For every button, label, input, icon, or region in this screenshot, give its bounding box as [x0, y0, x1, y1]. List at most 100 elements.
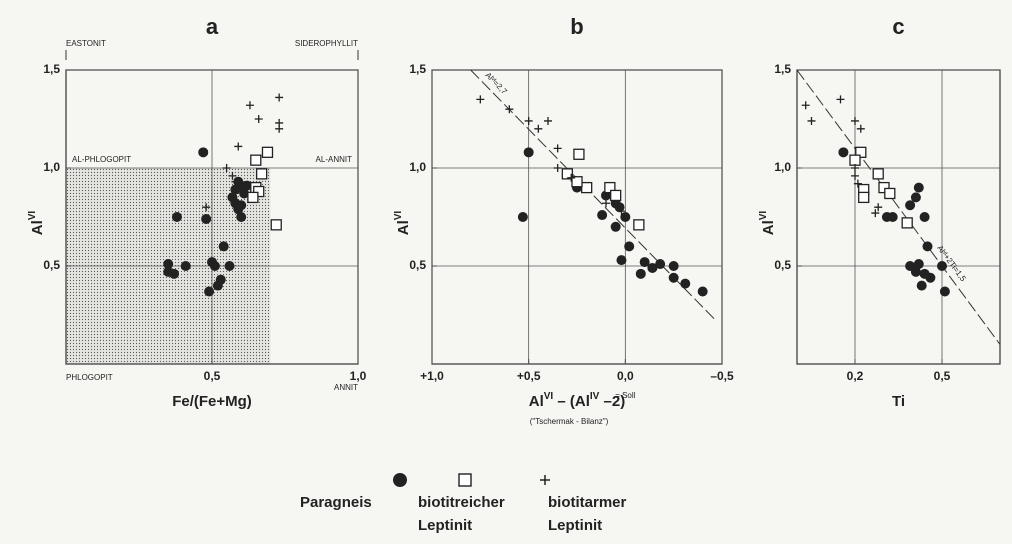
point	[851, 116, 859, 125]
point	[881, 212, 892, 222]
point	[851, 164, 859, 172]
y-axis-label: AlVI	[393, 211, 412, 236]
point	[913, 259, 924, 270]
point	[524, 116, 533, 125]
point	[858, 191, 870, 204]
point	[534, 124, 543, 133]
annotation: AL-PHLOGOPIT	[72, 155, 131, 164]
point	[851, 171, 859, 180]
x-tick-label: 0,5	[934, 369, 951, 383]
reference-line	[470, 69, 717, 322]
point	[871, 209, 880, 218]
point	[209, 261, 220, 271]
panel-title: b	[570, 14, 583, 39]
legend-marker	[393, 473, 407, 487]
x-axis-label: AlVI – (AlIV –2)	[529, 391, 625, 410]
point	[647, 262, 658, 273]
point	[218, 241, 229, 252]
y-tick-label: 0,5	[43, 258, 60, 272]
point	[697, 286, 708, 297]
superscript: VI	[393, 211, 404, 221]
point	[561, 168, 573, 180]
point	[171, 212, 182, 222]
point	[620, 212, 631, 222]
point	[553, 144, 562, 153]
point	[617, 207, 626, 216]
x-tick-label: +1,0	[420, 369, 444, 383]
point	[602, 199, 610, 208]
y-tick-label: 1,0	[774, 160, 791, 174]
point	[230, 184, 241, 195]
y-axis-label: AlVI	[27, 211, 46, 236]
point	[544, 116, 552, 125]
y-tick-label: 1,5	[43, 62, 60, 76]
point	[239, 188, 250, 199]
legend-item: biotitarmer Leptinit	[540, 475, 627, 534]
x-tick-label: 0,0	[617, 369, 634, 383]
point	[255, 168, 268, 180]
point	[807, 116, 816, 125]
point	[236, 212, 247, 222]
x-tick-label: 1,0	[350, 369, 367, 383]
point	[836, 95, 845, 104]
legend-marker	[540, 475, 550, 485]
point	[242, 180, 253, 191]
x-tick-label: –0,5	[710, 369, 734, 383]
point	[925, 272, 936, 283]
point	[604, 181, 616, 194]
x-axis-label: Fe/(Fe+Mg)	[172, 393, 252, 410]
point	[224, 261, 235, 271]
superscript: VI	[544, 391, 554, 402]
point	[635, 268, 646, 279]
label-part: Al	[529, 393, 544, 410]
point	[581, 181, 593, 194]
point	[201, 213, 212, 224]
reference-line-label: Alᵛᴵ=2,7	[484, 71, 510, 97]
point	[910, 192, 921, 203]
legend-item: Paragneis	[300, 473, 407, 511]
point	[169, 268, 180, 279]
annotation: AL-ANNIT	[316, 155, 353, 164]
point	[639, 257, 650, 268]
reference-line	[796, 69, 1001, 345]
superscript: IV	[590, 391, 600, 402]
point	[922, 241, 933, 252]
point	[610, 189, 622, 202]
point	[228, 171, 237, 180]
legend-marker	[458, 473, 472, 487]
point	[597, 210, 608, 221]
y-tick-label: 0,5	[409, 258, 426, 272]
x-axis-label: Ti	[892, 393, 905, 410]
point	[523, 147, 534, 158]
y-tick-label: 0,5	[774, 258, 791, 272]
y-tick-label: 1,0	[409, 160, 426, 174]
point	[505, 105, 514, 114]
point	[236, 200, 247, 211]
point	[616, 255, 627, 266]
annotation: SIDEROPHYLLIT	[295, 39, 358, 48]
point	[250, 154, 262, 166]
point	[901, 217, 913, 229]
superscript: VI	[27, 211, 38, 221]
point	[567, 173, 576, 182]
point	[913, 182, 924, 193]
point	[884, 187, 896, 200]
point	[919, 212, 930, 222]
plot-frame	[796, 69, 1001, 365]
point	[517, 212, 528, 222]
label-part: Fe/(Fe+Mg)	[172, 393, 252, 410]
label-part: Ti	[892, 393, 905, 410]
x-axis-sublabel: ("Tschermak - Bilanz")	[530, 417, 609, 426]
superscript: VI	[758, 211, 769, 221]
y-tick-label: 1,5	[409, 62, 426, 76]
point	[261, 146, 274, 158]
annotation: = Soll	[615, 391, 635, 400]
y-tick-label: 1,5	[774, 62, 791, 76]
point	[163, 259, 174, 270]
point	[801, 101, 810, 110]
panel-title: a	[206, 14, 219, 39]
legend-item: biotitreicher Leptinit	[418, 473, 505, 534]
point	[215, 274, 226, 285]
point	[680, 278, 691, 289]
point	[275, 93, 284, 102]
